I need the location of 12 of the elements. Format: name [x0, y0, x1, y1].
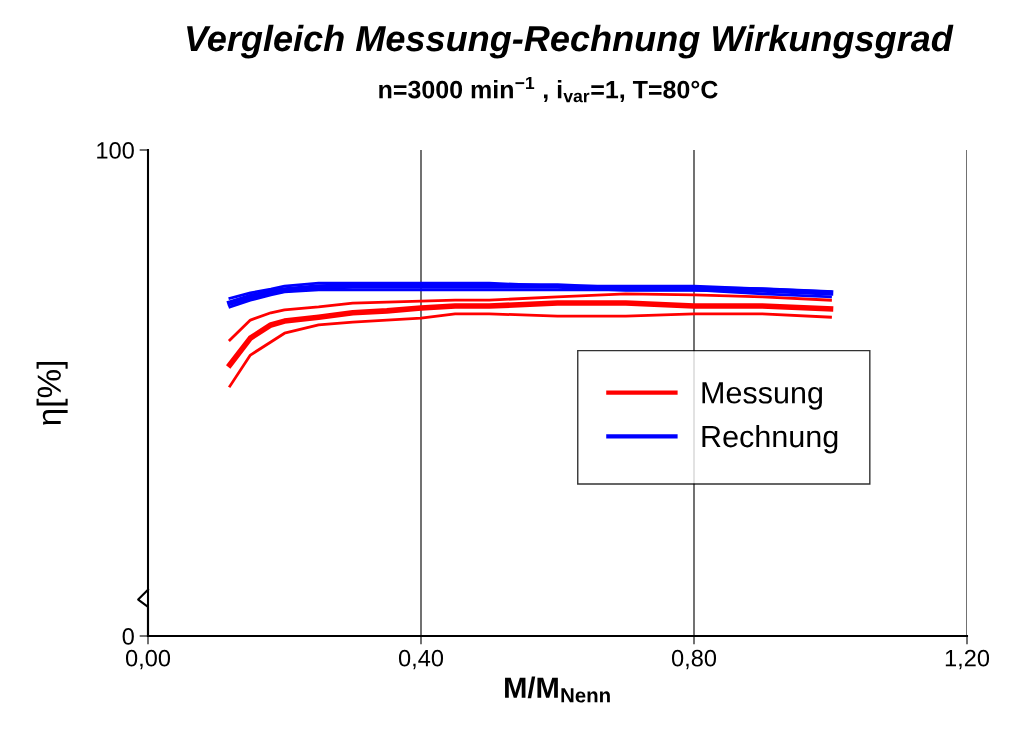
x-tick-label: 1,20 — [945, 649, 990, 670]
x-tick-label: 0,80 — [671, 649, 717, 670]
x-tick-label: 0,00 — [125, 649, 171, 670]
x-tick-label: 0,40 — [398, 649, 444, 670]
chart-title: Vergleich Messung-Rechnung Wirkungsgrad — [187, 24, 954, 59]
legend-label: Messung — [702, 382, 822, 410]
y-tick-label: 0 — [122, 628, 134, 645]
legend-label: Rechnung — [702, 424, 838, 454]
y-axis-title: η[%] — [36, 362, 68, 425]
chart-subtitle: n=3000 min$^{−1}$ , i$_{var}$=1, T=80°C — [379, 76, 718, 103]
x-axis-title: M/M$_{Nenn}$ — [505, 676, 610, 703]
y-tick-label: 100 — [97, 142, 134, 159]
